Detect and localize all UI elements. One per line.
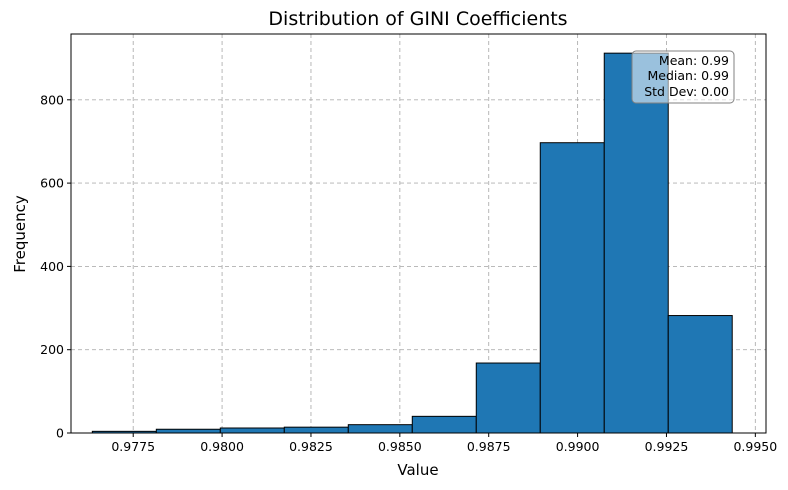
histogram-bar (283, 426, 349, 434)
x-tick-label: 0.9925 (645, 439, 689, 454)
y-tick-label: 400 (40, 259, 64, 274)
bars (91, 52, 733, 434)
histogram-bar (539, 142, 605, 434)
y-tick-label: 0 (56, 426, 64, 441)
histogram-bar (475, 362, 541, 434)
stats-mean: Mean: 0.99 (659, 53, 729, 68)
y-tick-label: 200 (40, 342, 64, 357)
histogram-bar (411, 415, 477, 434)
x-tick-label: 0.9850 (378, 439, 422, 454)
plot-frame (70, 33, 767, 434)
stats-box: Mean: 0.99 Median: 0.99 Std Dev: 0.00 (631, 50, 735, 104)
y-axis-ticks: 0 200 400 600 800 (40, 92, 71, 441)
histogram-bar (219, 427, 285, 434)
stats-median: Median: 0.99 (648, 68, 730, 83)
y-tick-label: 800 (40, 92, 64, 107)
chart-title: Distribution of GINI Coefficients (268, 8, 567, 30)
x-tick-label: 0.9950 (733, 439, 777, 454)
x-tick-label: 0.9900 (556, 439, 600, 454)
x-axis-ticks: 0.9775 0.9800 0.9825 0.9850 0.9875 0.9900 0.99… (111, 433, 777, 454)
y-axis-label: Frequency (11, 195, 29, 273)
y-tick-label: 600 (40, 176, 64, 191)
histogram-bar (347, 424, 413, 434)
histogram-bar (603, 52, 669, 434)
x-tick-label: 0.9825 (289, 439, 333, 454)
stats-std-dev: Std Dev: 0.00 (644, 84, 729, 99)
histogram-bar (155, 428, 221, 434)
x-tick-label: 0.9775 (111, 439, 155, 454)
stats-box-background (631, 50, 735, 104)
histogram-bar (667, 315, 733, 434)
x-axis-label: Value (397, 461, 438, 479)
x-tick-label: 0.9800 (200, 439, 244, 454)
x-tick-label: 0.9875 (467, 439, 511, 454)
